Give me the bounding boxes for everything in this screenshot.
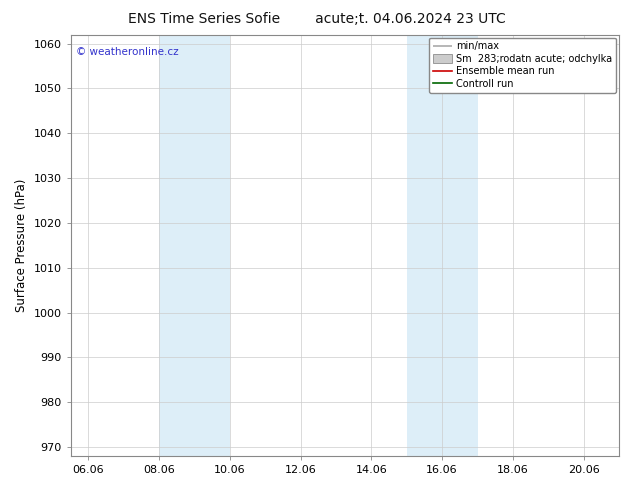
Bar — [407, 35, 477, 456]
Y-axis label: Surface Pressure (hPa): Surface Pressure (hPa) — [15, 178, 28, 312]
Bar — [159, 35, 230, 456]
Legend: min/max, Sm  283;rodatn acute; odchylka, Ensemble mean run, Controll run: min/max, Sm 283;rodatn acute; odchylka, … — [429, 38, 616, 93]
Text: © weatheronline.cz: © weatheronline.cz — [76, 47, 179, 57]
Text: ENS Time Series Sofie        acute;t. 04.06.2024 23 UTC: ENS Time Series Sofie acute;t. 04.06.202… — [128, 12, 506, 26]
